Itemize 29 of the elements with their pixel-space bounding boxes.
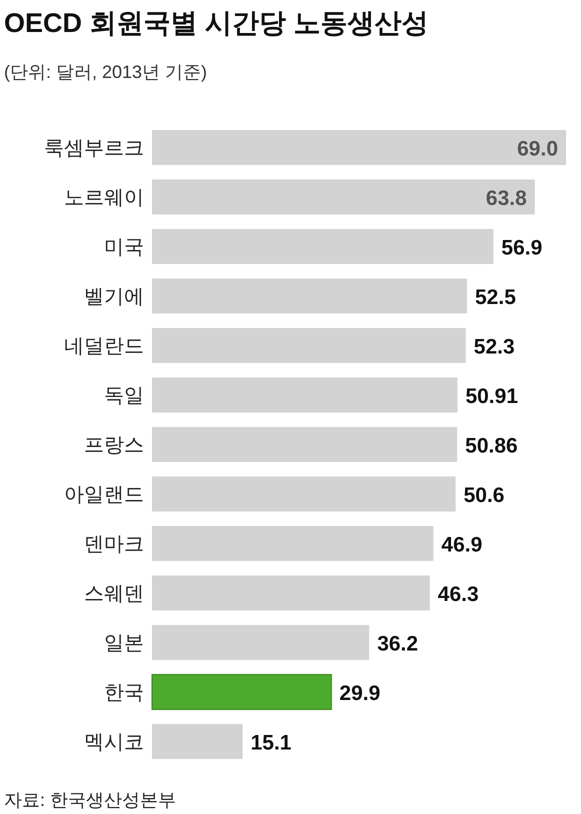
category-label: 룩셈부르크 <box>44 138 144 160</box>
annotation: 자료: 한국생산성본부 <box>4 790 176 810</box>
category-label: 한국 <box>104 682 144 704</box>
value-label: 29.9 <box>339 682 380 705</box>
category-label: 네덜란드 <box>64 336 144 358</box>
value-label: 46.3 <box>438 583 479 606</box>
category-label: 독일 <box>104 385 144 407</box>
value-label: 50.86 <box>465 434 518 458</box>
category-label: 아일랜드 <box>64 484 144 506</box>
category-label: 프랑스 <box>84 434 144 456</box>
value-label: 15.1 <box>250 732 292 754</box>
value-label: 50.6 <box>464 484 504 507</box>
value-label: 46.9 <box>441 534 482 556</box>
category-label: 벨기에 <box>84 286 144 308</box>
value-label: 63.8 <box>486 187 527 210</box>
value-label: 50.91 <box>465 385 518 408</box>
value-label: 36.2 <box>377 632 418 656</box>
value-label: 56.9 <box>501 236 542 260</box>
value-label: 52.3 <box>474 336 515 358</box>
category-label: 미국 <box>104 236 144 258</box>
category-label: 멕시코 <box>84 732 144 754</box>
category-label: 일본 <box>104 632 144 654</box>
category-label: 덴마크 <box>84 534 144 556</box>
category-label: 스웨덴 <box>84 583 144 605</box>
category-label: 노르웨이 <box>64 187 144 209</box>
subtitle: (단위: 달러, 2013년 기준) <box>4 62 208 82</box>
value-label: 69.0 <box>517 138 558 160</box>
value-label: 52.5 <box>475 286 516 309</box>
title: OECD 회원국별 시간당 노동생산성 <box>4 8 429 38</box>
